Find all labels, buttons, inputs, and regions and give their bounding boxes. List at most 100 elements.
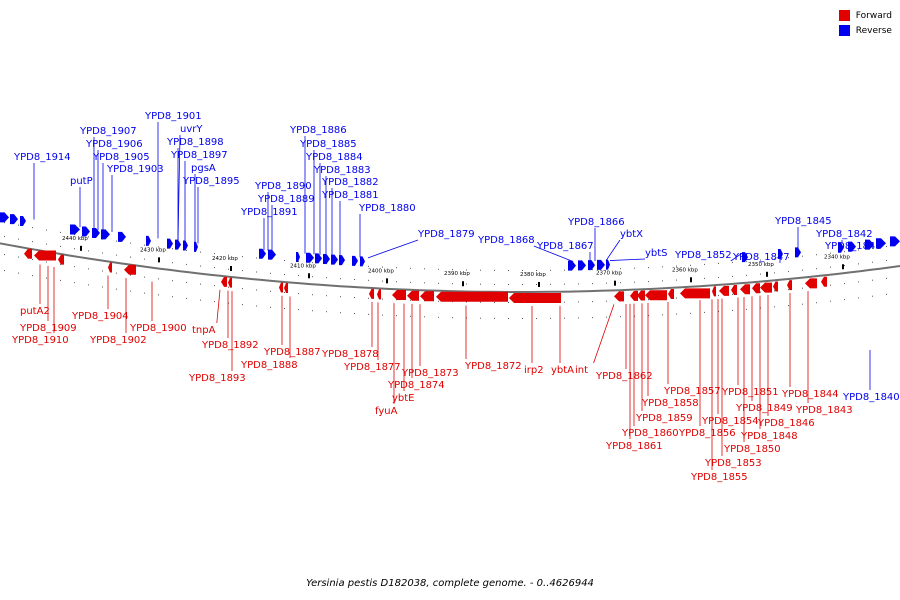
- gene-label-ypd8-1862: YPD8_1862: [595, 371, 653, 382]
- track-dot: [886, 277, 887, 279]
- gene-label-ypd8-1882: YPD8_1882: [321, 177, 379, 188]
- reverse-genes: [0, 212, 900, 271]
- track-dot: [438, 300, 439, 302]
- track-dot: [200, 283, 201, 285]
- tick-mark: [308, 273, 310, 279]
- tick-label: 2440 kbp: [62, 236, 88, 242]
- leader-line: [593, 304, 615, 364]
- track-dot: [4, 222, 5, 224]
- gene-label-ypd8-1901: YPD8_1901: [144, 111, 202, 122]
- forward-gene-arrow: [108, 262, 112, 273]
- forward-gene-arrow: [221, 276, 227, 287]
- reverse-gene-arrow: [146, 235, 151, 246]
- track-dot: [746, 274, 747, 276]
- genome-backbone: [0, 242, 900, 293]
- track-dot: [592, 317, 593, 319]
- track-dot: [620, 282, 621, 284]
- track-dot: [564, 301, 565, 303]
- track-dot: [340, 278, 341, 280]
- tick-label: 2380 kbp: [520, 272, 546, 278]
- track-dot: [690, 264, 691, 266]
- track-dot: [746, 308, 747, 310]
- track-dot: [452, 269, 453, 271]
- track-dot: [466, 301, 467, 303]
- track-dot: [648, 281, 649, 283]
- gene-label-ypd8-1891: YPD8_1891: [240, 207, 298, 218]
- reverse-gene-arrow: [838, 242, 844, 253]
- tick-label: 2410 kbp: [290, 263, 316, 269]
- track-dot: [620, 316, 621, 318]
- reverse-gene-arrow: [578, 260, 586, 271]
- track-dot: [886, 245, 887, 247]
- tick-label: 2430 kbp: [140, 247, 166, 253]
- gene-label-ypd8-1898: YPD8_1898: [166, 137, 224, 148]
- track-dot: [802, 269, 803, 271]
- track-dot: [550, 283, 551, 285]
- gene-label-ypd8-1873: YPD8_1873: [401, 368, 459, 379]
- track-dot: [718, 262, 719, 264]
- track-dot: [466, 269, 467, 271]
- track-dot: [144, 292, 145, 294]
- track-dot: [830, 266, 831, 268]
- track-dot: [312, 276, 313, 278]
- reverse-gene-arrow: [259, 248, 266, 259]
- forward-gene-arrow: [645, 290, 667, 301]
- gene-label-ypd8-1841: YPD8_1841: [824, 241, 882, 252]
- track-dot: [32, 241, 33, 243]
- tick-label: 2390 kbp: [444, 271, 470, 277]
- track-dot: [802, 287, 803, 289]
- track-dot: [284, 260, 285, 261]
- legend: Forward Reverse: [838, 8, 892, 38]
- track-dot: [802, 255, 803, 257]
- track-dot: [200, 299, 201, 301]
- tick-mark: [690, 277, 692, 283]
- track-dot: [676, 313, 677, 315]
- track-dot: [718, 310, 719, 312]
- gene-label-ypd8-1889: YPD8_1889: [257, 194, 315, 205]
- forward-gene-arrow: [740, 284, 750, 295]
- track-dot: [242, 256, 243, 258]
- track-dot: [130, 274, 131, 276]
- reverse-gene-arrow: [360, 256, 365, 267]
- gene-label-ypd8-1883: YPD8_1883: [313, 165, 371, 176]
- track-dot: [662, 266, 663, 268]
- track-dot: [774, 290, 775, 292]
- gene-label-ypd8-1892: YPD8_1892: [201, 340, 259, 351]
- forward-gene-arrow: [407, 290, 419, 301]
- track-dot: [228, 302, 229, 304]
- track-dot: [536, 270, 537, 271]
- track-dot: [718, 276, 719, 278]
- leader-line: [609, 258, 646, 261]
- tick-mark: [462, 281, 464, 287]
- forward-gene-arrow: [773, 281, 778, 292]
- gene-label-ypd8-1844: YPD8_1844: [781, 389, 839, 400]
- gene-label-int: int: [575, 365, 588, 376]
- gene-label-ypd8-1895: YPD8_1895: [182, 176, 240, 187]
- track-dot: [508, 284, 509, 285]
- forward-gene-arrow: [284, 282, 288, 293]
- track-dot: [424, 316, 425, 318]
- gene-label-ypd8-1868: YPD8_1868: [477, 235, 535, 246]
- track-dot: [634, 315, 635, 317]
- track-dot: [788, 271, 789, 273]
- track-dot: [102, 252, 103, 254]
- reverse-gene-arrow: [742, 252, 748, 263]
- track-dot: [858, 281, 859, 283]
- gene-label-ypd8-1856: YPD8_1856: [678, 428, 736, 439]
- track-dot: [354, 313, 355, 314]
- track-dots: [4, 222, 887, 319]
- track-dot: [788, 257, 789, 259]
- forward-label-leaders: [39, 264, 809, 470]
- track-dot: [494, 283, 495, 285]
- gene-label-ypd8-1852: YPD8_1852: [674, 250, 732, 261]
- gene-label-ypd8-1906: YPD8_1906: [85, 139, 143, 150]
- track-dot: [214, 301, 215, 303]
- gene-label-ybts: ybtS: [645, 248, 668, 259]
- tick-mark: [842, 264, 844, 270]
- track-dot: [788, 305, 789, 307]
- track-dot: [564, 317, 565, 319]
- track-dot: [158, 246, 159, 248]
- reverse-gene-arrow: [352, 255, 358, 266]
- track-dot: [606, 316, 607, 318]
- track-dot: [200, 265, 201, 267]
